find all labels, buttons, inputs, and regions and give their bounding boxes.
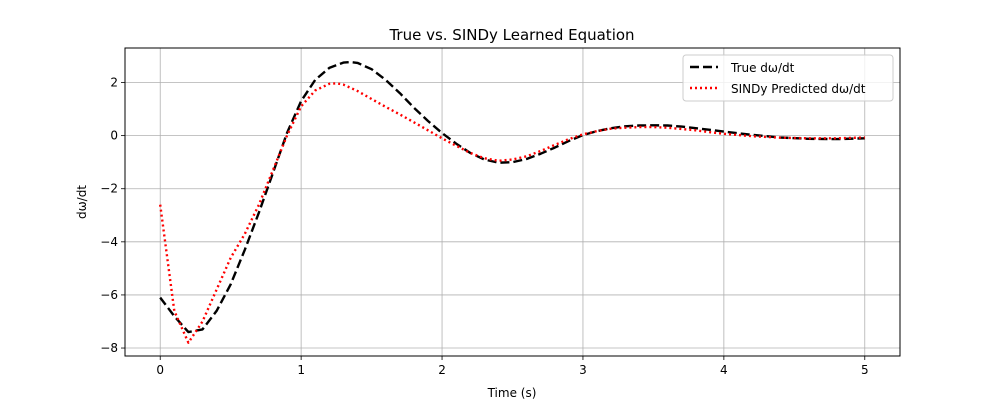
plot-frame bbox=[124, 47, 901, 357]
x-tick-label: 2 bbox=[438, 363, 446, 377]
x-tick-label: 5 bbox=[861, 363, 869, 377]
legend-label-sindy: SINDy Predicted dω/dt bbox=[731, 82, 866, 96]
true-series-line bbox=[159, 60, 865, 334]
legend-box bbox=[682, 54, 894, 102]
series-lines bbox=[159, 60, 865, 344]
x-tick-label: 4 bbox=[720, 363, 728, 377]
x-tick-label: 3 bbox=[579, 363, 587, 377]
x-tick-label: 1 bbox=[297, 363, 305, 377]
y-axis-label: dω/dt bbox=[75, 185, 89, 219]
y-tick-label: 2 bbox=[110, 76, 118, 90]
legend: True dω/dt SINDy Predicted dω/dt bbox=[682, 54, 894, 102]
x-axis-label: Time (s) bbox=[487, 386, 537, 400]
chart-title: True vs. SINDy Learned Equation bbox=[388, 26, 634, 44]
x-tick-label: 0 bbox=[156, 363, 164, 377]
y-tick-label: −6 bbox=[100, 288, 118, 302]
y-tick-label: −2 bbox=[100, 182, 118, 196]
y-tick-label: −8 bbox=[100, 341, 118, 355]
y-tick-label: 0 bbox=[110, 129, 118, 143]
y-tick-label: −4 bbox=[100, 235, 118, 249]
axes: 0 1 2 3 4 5 −8 −6 −4 −2 0 2 bbox=[100, 76, 868, 377]
legend-label-true: True dω/dt bbox=[730, 61, 795, 75]
